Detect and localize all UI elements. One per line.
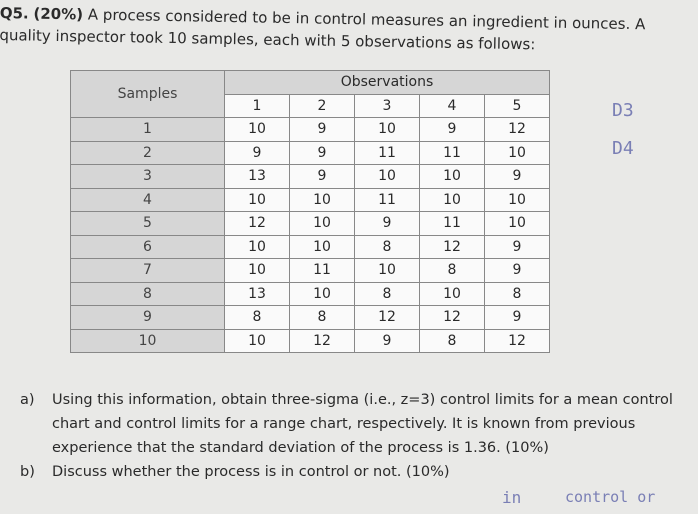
observation: 8 bbox=[354, 234, 420, 259]
observation: 9 bbox=[224, 140, 290, 165]
question: Q5. (20%) A process considered to be in … bbox=[0, 2, 690, 58]
sample-number: 5 bbox=[70, 211, 225, 236]
observation: 9 bbox=[289, 140, 355, 165]
sample-number: 1 bbox=[70, 117, 225, 142]
column-header: 2 bbox=[289, 93, 355, 118]
question-label: Q5. bbox=[0, 3, 29, 23]
observation: 9 bbox=[289, 164, 355, 189]
observation: 8 bbox=[224, 305, 290, 330]
observation: 12 bbox=[484, 328, 550, 353]
parts: a) Using this information, obtain three-s… bbox=[20, 388, 690, 484]
table-row: 4 10 10 11 10 10 bbox=[70, 187, 550, 212]
observation: 10 bbox=[289, 187, 355, 212]
data-table: Samples Observations 1 2 3 4 5 1 10 9 10 9 12 2 9 9 11 11… bbox=[70, 70, 550, 353]
observation: 9 bbox=[354, 211, 420, 236]
question-weight: (20%) bbox=[33, 4, 84, 24]
observation: 12 bbox=[289, 328, 355, 353]
observation: 12 bbox=[419, 234, 485, 259]
column-header: 4 bbox=[419, 93, 485, 118]
table-row: 9 8 8 12 12 9 bbox=[70, 305, 550, 330]
part-label: a) bbox=[20, 392, 35, 408]
observation: 8 bbox=[289, 305, 355, 330]
observation: 10 bbox=[419, 164, 485, 189]
column-header: 3 bbox=[354, 93, 420, 118]
column-header: 1 bbox=[224, 93, 290, 118]
observation: 12 bbox=[354, 305, 420, 330]
table-row: 7 10 11 10 8 9 bbox=[70, 258, 550, 283]
observation: 10 bbox=[224, 117, 290, 142]
observation: 10 bbox=[419, 281, 485, 306]
observation: 10 bbox=[289, 234, 355, 259]
part-label: b) bbox=[20, 464, 35, 480]
part: a) Using this information, obtain three-s… bbox=[20, 388, 690, 460]
observation: 11 bbox=[354, 187, 420, 212]
observation: 10 bbox=[354, 258, 420, 283]
part-text: Using this information, obtain three-sig… bbox=[52, 392, 673, 456]
observation: 8 bbox=[484, 281, 550, 306]
observation: 10 bbox=[484, 140, 550, 165]
table-row: 1 10 9 10 9 12 bbox=[70, 117, 550, 142]
observation: 12 bbox=[484, 117, 550, 142]
observation: 10 bbox=[484, 211, 550, 236]
observation: 10 bbox=[354, 117, 420, 142]
observation: 9 bbox=[484, 258, 550, 283]
handwriting: in bbox=[502, 488, 522, 507]
observation: 9 bbox=[289, 117, 355, 142]
observation: 9 bbox=[484, 234, 550, 259]
sample-number: 4 bbox=[70, 187, 225, 212]
observation: 10 bbox=[484, 187, 550, 212]
observation: 10 bbox=[419, 187, 485, 212]
observation: 10 bbox=[289, 281, 355, 306]
observation: 8 bbox=[419, 258, 485, 283]
column-header: 5 bbox=[484, 93, 550, 118]
observation: 13 bbox=[224, 281, 290, 306]
handwriting: D3 bbox=[612, 100, 634, 121]
observation: 10 bbox=[354, 164, 420, 189]
table-row: 8 13 10 8 10 8 bbox=[70, 281, 550, 306]
sample-number: 9 bbox=[70, 305, 225, 330]
table-row: 5 12 10 9 11 10 bbox=[70, 211, 550, 236]
observation: 8 bbox=[419, 328, 485, 353]
samples-header: Samples bbox=[70, 70, 225, 118]
observation: 8 bbox=[354, 281, 420, 306]
sample-number: 3 bbox=[70, 164, 225, 189]
observation: 9 bbox=[354, 328, 420, 353]
observation: 11 bbox=[419, 211, 485, 236]
observation: 10 bbox=[224, 258, 290, 283]
part-text: Discuss whether the process is in contro… bbox=[52, 464, 450, 480]
observation: 9 bbox=[484, 164, 550, 189]
observation: 9 bbox=[484, 305, 550, 330]
sample-number: 10 bbox=[70, 328, 225, 353]
part: b) Discuss whether the process is in cont… bbox=[20, 460, 690, 484]
observation: 13 bbox=[224, 164, 290, 189]
table-row: 6 10 10 8 12 9 bbox=[70, 234, 550, 259]
table-row: 2 9 9 11 11 10 bbox=[70, 140, 550, 165]
question-text: A process considered to be in control me… bbox=[0, 5, 646, 54]
table-row: 10 10 12 9 8 12 bbox=[70, 328, 550, 353]
observation: 12 bbox=[224, 211, 290, 236]
observation: 10 bbox=[224, 187, 290, 212]
observation: 10 bbox=[224, 328, 290, 353]
observation: 11 bbox=[419, 140, 485, 165]
observation: 11 bbox=[354, 140, 420, 165]
observation: 9 bbox=[419, 117, 485, 142]
header-row: Samples Observations bbox=[70, 70, 550, 118]
handwriting: control or bbox=[565, 488, 656, 506]
observation: 12 bbox=[419, 305, 485, 330]
sample-number: 2 bbox=[70, 140, 225, 165]
observation: 10 bbox=[289, 211, 355, 236]
observations-header: Observations bbox=[224, 70, 550, 95]
sample-number: 8 bbox=[70, 281, 225, 306]
observation: 11 bbox=[289, 258, 355, 283]
observation: 10 bbox=[224, 234, 290, 259]
sample-number: 6 bbox=[70, 234, 225, 259]
table-row: 3 13 9 10 10 9 bbox=[70, 164, 550, 189]
handwriting: D4 bbox=[612, 138, 634, 159]
sample-number: 7 bbox=[70, 258, 225, 283]
